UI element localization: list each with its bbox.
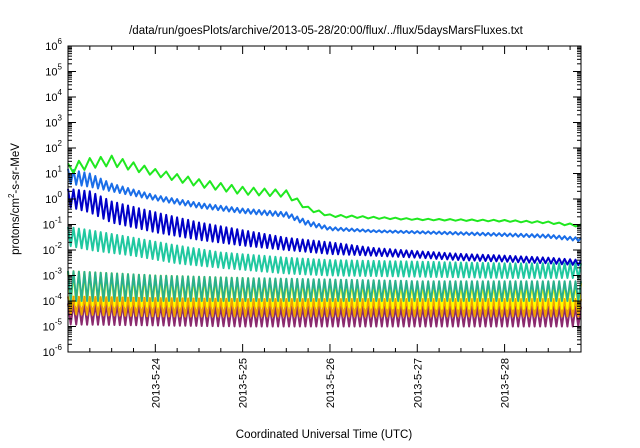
y-axis-label-main: protons/cm xyxy=(10,198,22,255)
x-tick-label: 2013-5-24 xyxy=(150,358,162,408)
y-tick-label-base: 10 xyxy=(45,143,57,155)
axes-layer: 10-610-510-410-310-210-11001011021031041… xyxy=(43,37,581,408)
chart-title: /data/run/goesPlots/archive/2013-05-28/2… xyxy=(129,25,524,37)
y-tick-label-exponent: -5 xyxy=(55,318,63,327)
y-tick-label-exponent: 2 xyxy=(58,139,63,148)
y-tick-label: 105 xyxy=(45,63,62,79)
y-tick-label: 10-5 xyxy=(43,318,63,334)
y-tick-label-exponent: -6 xyxy=(55,343,63,352)
y-tick-label-base: 10 xyxy=(45,67,57,79)
y-tick-label-exponent: 4 xyxy=(58,88,63,97)
y-tick-label-exponent: 3 xyxy=(58,114,63,123)
y-tick-label: 100 xyxy=(45,190,62,206)
x-tick-label: 2013-5-27 xyxy=(412,358,424,408)
series-line xyxy=(67,168,582,242)
y-tick-label-base: 10 xyxy=(45,194,57,206)
y-tick-label-exponent: -4 xyxy=(55,292,63,301)
y-tick-label: 104 xyxy=(45,88,62,104)
series-line xyxy=(67,226,582,279)
y-tick-label-exponent: 0 xyxy=(58,190,63,199)
y-tick-label-base: 10 xyxy=(43,347,55,359)
y-tick-label: 10-2 xyxy=(43,241,63,257)
y-tick-label-base: 10 xyxy=(45,92,57,104)
y-tick-label: 10-4 xyxy=(43,292,63,308)
y-tick-label-base: 10 xyxy=(43,220,55,232)
y-tick-label-exponent: 1 xyxy=(58,165,63,174)
series-line xyxy=(67,154,582,228)
y-tick-label: 10-6 xyxy=(43,343,63,359)
y-tick-label-exponent: -3 xyxy=(55,267,63,276)
y-tick-label-base: 10 xyxy=(43,271,55,283)
plot-frame xyxy=(67,45,582,353)
y-tick-label: 10-3 xyxy=(43,267,63,283)
y-tick-label: 102 xyxy=(45,139,62,155)
y-axis-label-rest: -s-sr-MeV xyxy=(10,143,22,194)
x-tick-label: 2013-5-26 xyxy=(325,358,337,408)
y-tick-label: 106 xyxy=(45,37,62,53)
y-tick-label: 101 xyxy=(45,165,62,181)
y-tick-label: 103 xyxy=(45,114,62,130)
y-tick-label-base: 10 xyxy=(45,118,57,130)
y-axis-label: protons/cm2-s-sr-MeV xyxy=(7,143,22,255)
x-axis-label: Coordinated Universal Time (UTC) xyxy=(236,429,413,441)
series-line xyxy=(67,302,582,328)
y-tick-label-base: 10 xyxy=(43,322,55,334)
y-tick-label-base: 10 xyxy=(43,245,55,257)
x-tick-label: 2013-5-28 xyxy=(500,358,512,408)
y-tick-label-exponent: 5 xyxy=(58,63,63,72)
y-tick-label: 10-1 xyxy=(43,216,63,232)
y-axis-label-superscript: 2 xyxy=(7,193,16,198)
y-tick-label-base: 10 xyxy=(45,41,57,53)
series-line xyxy=(67,270,582,302)
y-tick-label-base: 10 xyxy=(43,296,55,308)
x-tick-label: 2013-5-25 xyxy=(238,358,250,408)
y-tick-label-exponent: 6 xyxy=(58,37,63,46)
series-line xyxy=(67,188,582,267)
series-layer xyxy=(67,154,582,328)
y-tick-label-exponent: -1 xyxy=(55,216,63,225)
series-line xyxy=(67,295,582,318)
y-tick-label-exponent: -2 xyxy=(55,241,63,250)
y-tick-label-base: 10 xyxy=(45,169,57,181)
